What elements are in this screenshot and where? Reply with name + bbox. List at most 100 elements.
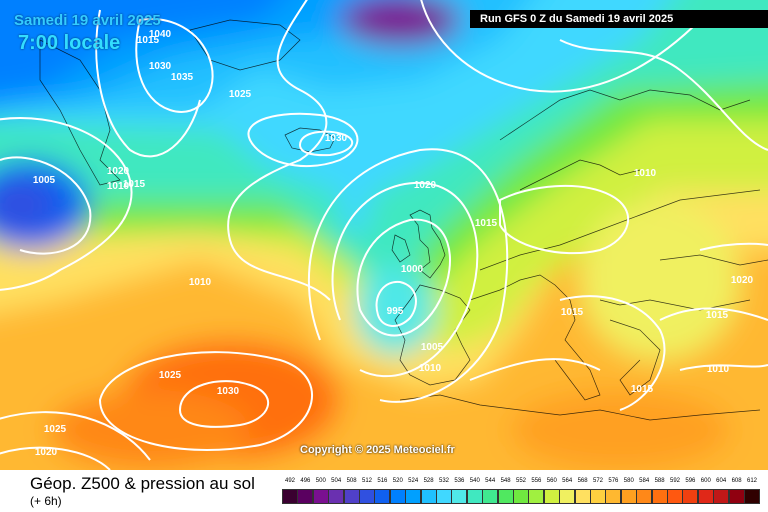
legend-value-label: 608 xyxy=(731,478,742,484)
isobar-label: 1020 xyxy=(414,180,437,191)
legend-value-label: 604 xyxy=(716,478,727,484)
legend-value-label: 524 xyxy=(408,478,419,484)
isobar-label: 1020 xyxy=(35,447,58,458)
legend-color-swatch xyxy=(343,489,360,504)
weather-map: 1040 1030 1035 1015 1025 1030 1005 1020 … xyxy=(0,0,768,470)
legend-color-swatch xyxy=(728,489,745,504)
legend-value-label: 528 xyxy=(423,478,434,484)
legend-color-swatch xyxy=(682,489,699,504)
legend-value-label: 600 xyxy=(700,478,711,484)
legend-value-label: 504 xyxy=(331,478,342,484)
isobar-label: 1015 xyxy=(561,307,584,318)
legend-color-swatch xyxy=(482,489,499,504)
legend-value-label: 500 xyxy=(315,478,326,484)
isobar-label: 1015 xyxy=(475,218,498,229)
legend-color-swatch xyxy=(312,489,329,504)
legend-color-swatch xyxy=(651,489,668,504)
isobars xyxy=(0,0,768,470)
legend-color-swatch xyxy=(436,489,452,504)
isobar-label: 1010 xyxy=(634,168,657,179)
isobar-label: 1025 xyxy=(229,89,252,100)
legend-value-label: 596 xyxy=(685,478,696,484)
legend-color-swatch xyxy=(636,489,653,504)
isobar-label: 1030 xyxy=(149,61,172,72)
legend-color-swatch xyxy=(667,489,683,504)
z500-field: 1040 1030 1035 1015 1025 1030 1005 1020 … xyxy=(0,0,768,470)
legend-value-label: 560 xyxy=(546,478,557,484)
legend-color-swatch xyxy=(713,489,730,504)
legend-value-label: 532 xyxy=(438,478,449,484)
legend-value-label: 580 xyxy=(623,478,634,484)
forecast-local-time: 7:00 locale xyxy=(18,32,121,54)
legend-color-swatch xyxy=(697,489,714,504)
map-title: Géop. Z500 & pression au sol xyxy=(30,474,255,493)
legend-value-label: 584 xyxy=(639,478,650,484)
forecast-step: (+ 6h) xyxy=(30,494,62,508)
legend-value-label: 592 xyxy=(669,478,680,484)
legend-color-swatch xyxy=(420,489,437,504)
isobar-label: 1010 xyxy=(707,364,730,375)
legend-color-swatch xyxy=(297,489,314,504)
isobar-label: 1005 xyxy=(421,342,444,353)
legend-color-swatch xyxy=(282,489,298,504)
legend-color-swatch xyxy=(405,489,422,504)
legend-value-label: 568 xyxy=(577,478,588,484)
legend-color-swatch xyxy=(574,489,591,504)
isobar-label: 1015 xyxy=(123,179,146,190)
legend-value-label: 512 xyxy=(361,478,372,484)
isobar-label: 1015 xyxy=(137,35,160,46)
legend-value-label: 516 xyxy=(377,478,388,484)
run-banner: Run GFS 0 Z du Samedi 19 avril 2025 xyxy=(470,10,768,28)
legend-color-swatch xyxy=(359,489,375,504)
legend-color-swatch xyxy=(590,489,606,504)
legend-value-label: 572 xyxy=(592,478,603,484)
legend-color-swatch xyxy=(605,489,622,504)
isobar-label: 1020 xyxy=(731,275,754,286)
isobar-label: 1040 xyxy=(149,29,172,40)
legend-color-swatch xyxy=(513,489,529,504)
legend-value-label: 492 xyxy=(284,478,295,484)
legend-value-label: 556 xyxy=(531,478,542,484)
color-legend: 492 496 500 504 508 512 516 520 524 528 532 536 540 5… xyxy=(282,478,762,506)
legend-value-label: 552 xyxy=(515,478,526,484)
isobar-label: 1010 xyxy=(189,277,212,288)
legend-value-label: 548 xyxy=(500,478,511,484)
isobar-value-labels: 1040 1030 1035 1015 1025 1030 1005 1020 … xyxy=(33,29,754,458)
forecast-date: Samedi 19 avril 2025 xyxy=(14,12,161,29)
isobar-label: 1010 xyxy=(107,181,130,192)
legend-value-label: 508 xyxy=(346,478,357,484)
isobar-label: 1015 xyxy=(631,384,654,395)
legend-color-swatch xyxy=(466,489,483,504)
legend-color-swatch xyxy=(620,489,637,504)
legend-value-label: 496 xyxy=(300,478,311,484)
isobar-label: 1025 xyxy=(44,424,67,435)
legend-color-swatch xyxy=(328,489,345,504)
legend-color-swatch xyxy=(451,489,468,504)
legend-value-label: 576 xyxy=(608,478,619,484)
isobar-label: 1000 xyxy=(401,264,424,275)
legend-value-label: 612 xyxy=(746,478,757,484)
isobar-label: 1015 xyxy=(706,310,729,321)
isobar-label: 1030 xyxy=(217,386,240,397)
coastlines xyxy=(39,19,768,421)
legend-value-label: 564 xyxy=(562,478,573,484)
isobar-label: 1025 xyxy=(159,370,182,381)
isobar-label: 1035 xyxy=(171,72,194,83)
legend-value-label: 540 xyxy=(469,478,480,484)
legend-color-swatch xyxy=(559,489,576,504)
legend-value-label: 536 xyxy=(454,478,465,484)
legend-value-label: 520 xyxy=(392,478,403,484)
legend-value-label: 544 xyxy=(485,478,496,484)
isobar-label: 1005 xyxy=(33,175,56,186)
legend-color-swatch xyxy=(389,489,406,504)
legend-color-swatch xyxy=(374,489,391,504)
legend-color-swatch xyxy=(744,489,760,504)
copyright-notice: Copyright © 2025 Meteociel.fr xyxy=(300,444,455,456)
legend-color-swatch xyxy=(528,489,545,504)
isobar-label: 1030 xyxy=(325,133,348,144)
isobar-label: 1010 xyxy=(419,363,442,374)
legend-color-swatch xyxy=(497,489,514,504)
isobar-label: 995 xyxy=(387,306,404,317)
isobar-label: 1020 xyxy=(107,166,130,177)
legend-color-swatch xyxy=(543,489,560,504)
